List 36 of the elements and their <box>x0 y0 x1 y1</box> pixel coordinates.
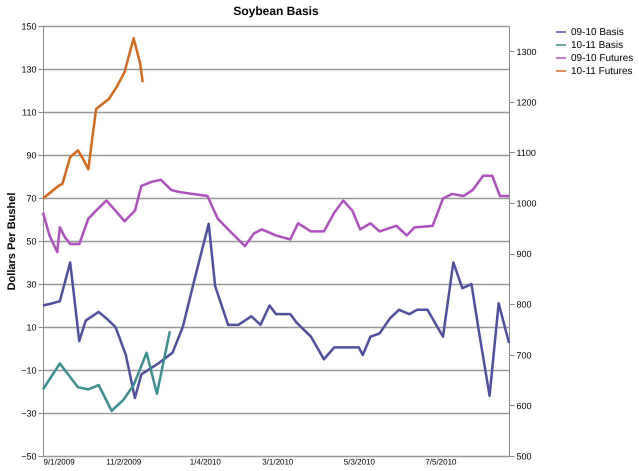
x-tick-label: 3/1/2010 <box>262 458 294 466</box>
legend-label: 09-10 Futures <box>571 53 634 64</box>
y2-tick-label: 900 <box>516 249 532 260</box>
y-tick-label: 90 <box>26 150 36 160</box>
y2-tick-label: 700 <box>516 350 532 360</box>
y-tick-label: 110 <box>22 108 36 118</box>
x-tick-label: 9/1/2009 <box>44 458 76 466</box>
y2-tick-label: 800 <box>516 300 532 310</box>
y2-tick-label: 600 <box>516 400 532 411</box>
y2-tick-label: 1000 <box>516 198 537 209</box>
y-tick-label: −10 <box>21 366 36 376</box>
line-series <box>42 36 144 200</box>
legend-label: 10-11 Futures <box>571 66 633 77</box>
y-tick-label: 130 <box>21 64 36 74</box>
legend-label: 10-11 Basis <box>571 40 624 51</box>
y-tick-label: 30 <box>26 280 36 290</box>
x-tick-label: 5/3/2010 <box>344 458 376 466</box>
line-series <box>42 222 510 400</box>
y-tick-label: 150 <box>21 22 36 32</box>
legend-label: 09-10 Basis <box>571 27 624 38</box>
y2-tick-label: 1100 <box>516 148 536 158</box>
y-tick-label: 10 <box>26 322 36 332</box>
y2-tick-label: 500 <box>516 452 532 462</box>
x-tick-label: 11/2/2009 <box>106 458 142 466</box>
y2-tick-label: 1200 <box>516 97 537 108</box>
y-tick-label: −50 <box>21 452 36 462</box>
line-series <box>42 174 510 254</box>
chart-title: Soybean Basis <box>233 4 320 18</box>
y2-tick-label: 1300 <box>516 46 537 57</box>
y-tick-label: 70 <box>26 194 36 204</box>
y-axis-title: Dollars Per Bushel <box>6 192 18 290</box>
y-tick-label: −30 <box>21 408 36 418</box>
y-tick-label: 50 <box>26 236 36 246</box>
x-tick-label: 1/4/2010 <box>190 458 222 466</box>
x-tick-label: 7/5/2010 <box>425 458 458 466</box>
line-series <box>42 330 172 412</box>
